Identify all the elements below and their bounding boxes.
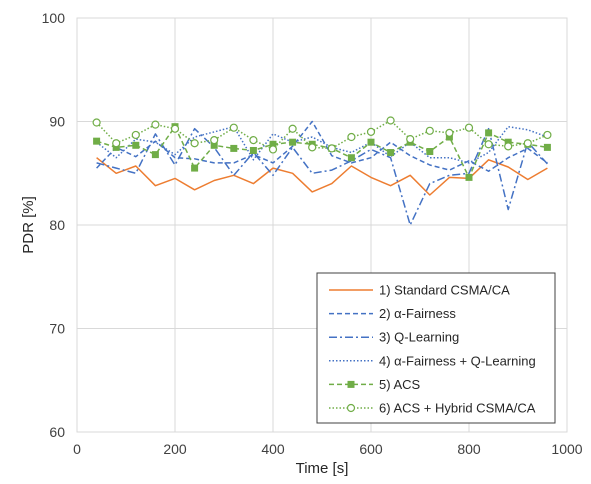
series-line (96, 125, 548, 179)
data-point (191, 164, 199, 172)
legend-marker (347, 380, 355, 388)
y-tick-label: 100 (42, 10, 66, 26)
legend-label: 6) ACS + Hybrid CSMA/CA (379, 401, 536, 416)
series-3 (96, 127, 548, 226)
data-point (504, 142, 513, 151)
data-point (308, 143, 317, 152)
legend-label: 1) Standard CSMA/CA (379, 283, 510, 298)
data-point (523, 139, 532, 148)
series-line (96, 157, 548, 196)
x-tick-label: 800 (457, 441, 481, 457)
x-tick-label: 0 (73, 441, 81, 457)
legend-label: 3) Q-Learning (379, 330, 459, 345)
data-point (465, 173, 473, 181)
data-point (112, 139, 121, 148)
data-point (289, 138, 297, 146)
data-point (93, 137, 101, 145)
x-tick-label: 1000 (551, 441, 582, 457)
data-point (426, 148, 434, 156)
x-tick-label: 600 (359, 441, 383, 457)
data-point (151, 120, 160, 129)
legend-box (316, 272, 556, 424)
series-5 (93, 123, 551, 181)
data-point (170, 124, 180, 133)
y-tick-label: 60 (49, 424, 65, 440)
data-point (151, 151, 159, 159)
y-tick-label: 80 (49, 217, 65, 233)
data-point (288, 124, 297, 133)
legend-label: 5) ACS (379, 377, 421, 392)
data-point (190, 139, 199, 148)
legend: 1) Standard CSMA/CA 2) α-Fairness 3) Q-Lea… (316, 272, 556, 424)
data-point (210, 136, 219, 145)
data-point (249, 146, 257, 154)
data-point (543, 130, 552, 140)
data-point (131, 130, 140, 140)
series-line (96, 120, 548, 172)
y-tick-label: 70 (49, 321, 65, 337)
x-axis-title: Time [s] (296, 460, 349, 477)
legend-label: 4) α-Fairness + Q-Learning (379, 353, 536, 368)
data-point (268, 145, 278, 154)
y-axis-title: PDR [%] (20, 196, 37, 254)
series-1 (96, 157, 548, 196)
data-point (366, 127, 376, 136)
data-point (445, 128, 454, 137)
series-line (96, 119, 548, 151)
series-line (96, 127, 548, 226)
data-point (92, 118, 101, 127)
series-2 (96, 120, 548, 172)
data-point (543, 143, 551, 151)
data-point (347, 132, 356, 142)
legend-marker (346, 403, 356, 413)
legend-label: 2) α-Fairness (379, 306, 456, 321)
data-point (249, 136, 258, 145)
series-4 (96, 125, 548, 164)
data-point (406, 134, 415, 144)
data-point (132, 141, 140, 149)
data-point (485, 129, 493, 137)
data-point (484, 140, 493, 149)
series-line (96, 125, 548, 164)
data-point (230, 144, 238, 152)
data-point (386, 116, 395, 125)
data-point (347, 154, 355, 162)
y-tick-label: 90 (49, 114, 65, 130)
data-point (367, 138, 375, 146)
data-point (425, 126, 434, 135)
data-point (387, 149, 395, 157)
data-point (327, 144, 336, 153)
data-point (229, 123, 238, 132)
data-point (464, 123, 474, 132)
series-6 (92, 116, 552, 154)
x-tick-label: 400 (261, 441, 285, 457)
x-tick-label: 200 (163, 441, 187, 457)
